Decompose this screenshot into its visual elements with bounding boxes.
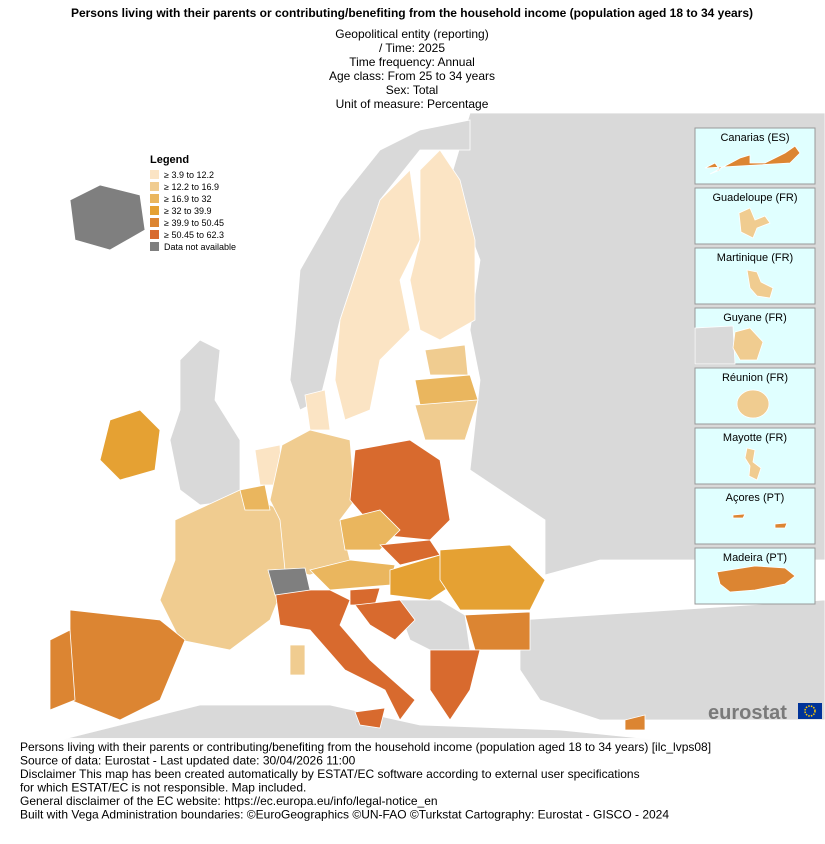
inset: Guadeloupe (FR) xyxy=(694,187,816,245)
sweden xyxy=(334,169,421,421)
subtitle-line: Geopolitical entity (reporting) xyxy=(335,27,488,41)
logo-text: eurostat xyxy=(708,702,787,724)
inset-title: Guadeloupe (FR) xyxy=(713,192,798,204)
legend-label: ≥ 50.45 to 62.3 xyxy=(164,230,224,240)
czechia xyxy=(339,509,401,551)
legend-swatch xyxy=(150,182,159,191)
denmark xyxy=(304,389,331,431)
legend-label: ≥ 39.9 to 50.45 xyxy=(164,218,224,228)
inset-land xyxy=(774,522,788,529)
cyprus xyxy=(624,714,646,731)
legend-swatch xyxy=(150,218,159,227)
eu-stars xyxy=(804,705,816,717)
estonia xyxy=(424,344,469,376)
inset: Mayotte (FR) xyxy=(694,427,816,485)
legend-label: ≥ 3.9 to 12.2 xyxy=(164,170,214,180)
inset-land xyxy=(738,207,771,239)
inset: Réunion (FR) xyxy=(694,367,816,425)
inset-title: Açores (PT) xyxy=(726,492,785,504)
legend-label: ≥ 16.9 to 32 xyxy=(164,194,211,204)
legend-swatch xyxy=(150,206,159,215)
ireland xyxy=(99,409,161,481)
finland xyxy=(409,149,476,341)
inset: Madeira (PT) xyxy=(694,547,816,605)
inset-land xyxy=(732,327,764,361)
legend-swatch xyxy=(150,170,159,179)
sardinia xyxy=(289,644,306,676)
subtitle-line: Sex: Total xyxy=(386,83,438,97)
bulgaria xyxy=(464,611,531,651)
inset-land xyxy=(704,145,801,175)
croatia xyxy=(354,599,416,641)
sicily xyxy=(354,707,386,729)
inset-title: Mayotte (FR) xyxy=(723,432,787,444)
inset-frame xyxy=(694,187,816,245)
legend-label: Data not available xyxy=(164,242,236,252)
legend-title: Legend xyxy=(150,154,189,166)
footer-line: General disclaimer of the EC website: ht… xyxy=(20,794,438,808)
inset-title: Martinique (FR) xyxy=(717,252,793,264)
inset-title: Canarias (ES) xyxy=(720,132,789,144)
inset: Canarias (ES) xyxy=(694,127,816,185)
legend-label: ≥ 32 to 39.9 xyxy=(164,206,211,216)
subtitle-line: / Time: 2025 xyxy=(379,41,445,55)
legend-swatch xyxy=(150,230,159,239)
inset-land xyxy=(716,565,796,593)
footer-line: Disclaimer This map has been created aut… xyxy=(20,767,640,781)
inset-frame xyxy=(694,487,816,545)
map-title: Persons living with their parents or con… xyxy=(71,6,753,20)
inset-title: Guyane (FR) xyxy=(723,312,787,324)
inset: Martinique (FR) xyxy=(694,247,816,305)
lithuania xyxy=(414,399,479,441)
greece xyxy=(429,649,481,721)
footer-box xyxy=(18,738,795,839)
inset-land xyxy=(736,389,770,419)
footer-line: Source of data: Eurostat - Last updated … xyxy=(20,754,356,768)
inset-land xyxy=(744,447,762,481)
inset-title: Réunion (FR) xyxy=(722,372,788,384)
legend-swatch xyxy=(150,242,159,251)
inset-land xyxy=(732,513,746,519)
non-eu-turkey xyxy=(519,599,825,721)
footer-line: Built with Vega Administration boundarie… xyxy=(20,808,669,822)
legend-swatch xyxy=(150,194,159,203)
inset: Açores (PT) xyxy=(694,487,816,545)
belgium xyxy=(239,484,271,511)
inset-land xyxy=(746,269,774,299)
inset-title: Madeira (PT) xyxy=(723,552,787,564)
iceland xyxy=(69,184,146,251)
footer-line: Persons living with their parents or con… xyxy=(20,740,711,754)
italy xyxy=(274,589,416,721)
subtitle-line: Time frequency: Annual xyxy=(349,55,475,69)
subtitle-line: Age class: From 25 to 34 years xyxy=(329,69,495,83)
inset-neighbour xyxy=(694,325,736,365)
eu-flag xyxy=(798,703,822,719)
footer-line: for which ESTAT/EC is not responsible. M… xyxy=(20,781,306,795)
portugal xyxy=(49,629,76,711)
legend-label: ≥ 12.2 to 16.9 xyxy=(164,182,219,192)
switzerland xyxy=(267,567,311,596)
subtitle-line: Unit of measure: Percentage xyxy=(336,97,489,111)
romania xyxy=(439,544,546,611)
inset: Guyane (FR) xyxy=(694,307,816,365)
